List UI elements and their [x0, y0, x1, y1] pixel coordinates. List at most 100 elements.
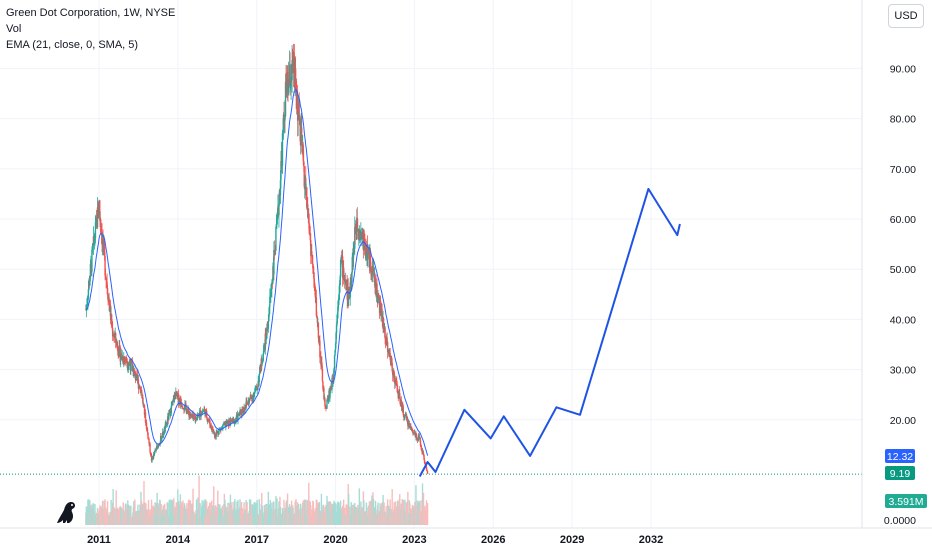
candle-body — [337, 298, 340, 302]
candle-body — [394, 378, 396, 384]
candle-body — [419, 440, 422, 446]
volume-bar — [407, 491, 409, 525]
candle-body — [196, 414, 199, 418]
candle-body — [157, 444, 160, 446]
candle-body — [424, 462, 426, 464]
candle-body — [372, 265, 374, 269]
candle-body — [253, 391, 256, 393]
candle-body — [100, 223, 102, 233]
candle-body — [189, 414, 191, 416]
volume-bar — [130, 505, 132, 525]
candle-body — [238, 415, 241, 417]
candle-body — [338, 293, 340, 299]
candle-body — [305, 178, 307, 196]
candle-body — [261, 362, 263, 364]
candle-body — [284, 116, 286, 121]
candle-body — [268, 314, 270, 322]
candle-body — [416, 437, 419, 441]
candle-body — [308, 223, 310, 234]
candle-body — [363, 237, 366, 245]
candle-body — [183, 409, 186, 411]
candle-body — [301, 127, 303, 146]
candle-body — [185, 408, 188, 414]
candle-body — [186, 410, 189, 414]
candle-body — [273, 249, 276, 255]
candle-body — [136, 374, 139, 381]
volume-bar — [299, 503, 302, 525]
candle-body — [91, 247, 94, 250]
candle-body — [128, 364, 130, 365]
candle-body — [235, 415, 238, 420]
candle-body — [406, 416, 409, 421]
candle-body — [157, 444, 159, 449]
candle-body — [103, 247, 106, 257]
candle-body — [422, 452, 425, 456]
candle-body — [230, 419, 233, 421]
candle-body — [260, 358, 262, 372]
volume-bar — [348, 493, 350, 525]
y-tick-label: 20.00 — [890, 415, 916, 427]
candle-body — [196, 417, 198, 420]
candle-body — [261, 358, 263, 364]
volume-bar — [155, 502, 157, 525]
volume-bar — [213, 486, 215, 525]
volume-bar — [94, 503, 96, 525]
volume-bar — [171, 500, 173, 525]
candle-body — [244, 408, 246, 411]
projection-line — [418, 187, 681, 477]
candle-body — [117, 345, 119, 352]
candle-body — [320, 356, 322, 366]
volume-layer — [85, 475, 429, 525]
volume-bar — [256, 499, 258, 525]
candle-body — [173, 395, 176, 402]
candle-body — [267, 321, 270, 329]
volume-bar — [421, 483, 424, 525]
candle-body — [325, 406, 327, 409]
candle-body — [369, 251, 372, 269]
candle-body — [266, 327, 268, 339]
candle-body — [118, 355, 120, 357]
candle-body — [109, 305, 112, 321]
candle-body — [131, 363, 134, 372]
currency-button[interactable]: USD — [888, 4, 924, 28]
candle-body — [310, 240, 312, 256]
candle-body — [396, 381, 398, 385]
candle-body — [409, 423, 411, 427]
candle-body — [103, 241, 105, 248]
candle-body — [98, 200, 101, 212]
candle-body — [291, 60, 293, 81]
candle-body — [87, 289, 90, 299]
svg-text:9.19: 9.19 — [890, 468, 911, 480]
candle-body — [374, 276, 376, 288]
candle-body — [331, 377, 333, 390]
candle-body — [399, 393, 401, 400]
volume-bar — [115, 490, 117, 525]
candle-body — [153, 453, 155, 455]
candle-body — [88, 281, 90, 290]
candle-body — [246, 403, 248, 404]
volume-bar — [415, 505, 418, 525]
candle-body — [146, 428, 149, 433]
candle-body — [170, 413, 172, 416]
candle-body — [296, 96, 299, 121]
candle-body — [316, 317, 319, 324]
volume-bar — [145, 503, 147, 525]
candle-body — [412, 432, 414, 434]
candle-body — [151, 456, 153, 462]
candle-body — [195, 417, 197, 421]
candle-body — [265, 333, 267, 340]
candle-body — [290, 80, 292, 88]
candle-body — [307, 204, 309, 218]
candle-body — [256, 389, 258, 391]
candle-body — [359, 231, 361, 238]
candle-body — [312, 268, 315, 273]
candle-body — [129, 362, 131, 365]
candle-body — [86, 304, 88, 306]
candle-body — [341, 256, 344, 278]
candle-body — [339, 259, 342, 277]
candle-body — [331, 377, 334, 384]
svg-text:12.32: 12.32 — [887, 451, 913, 463]
